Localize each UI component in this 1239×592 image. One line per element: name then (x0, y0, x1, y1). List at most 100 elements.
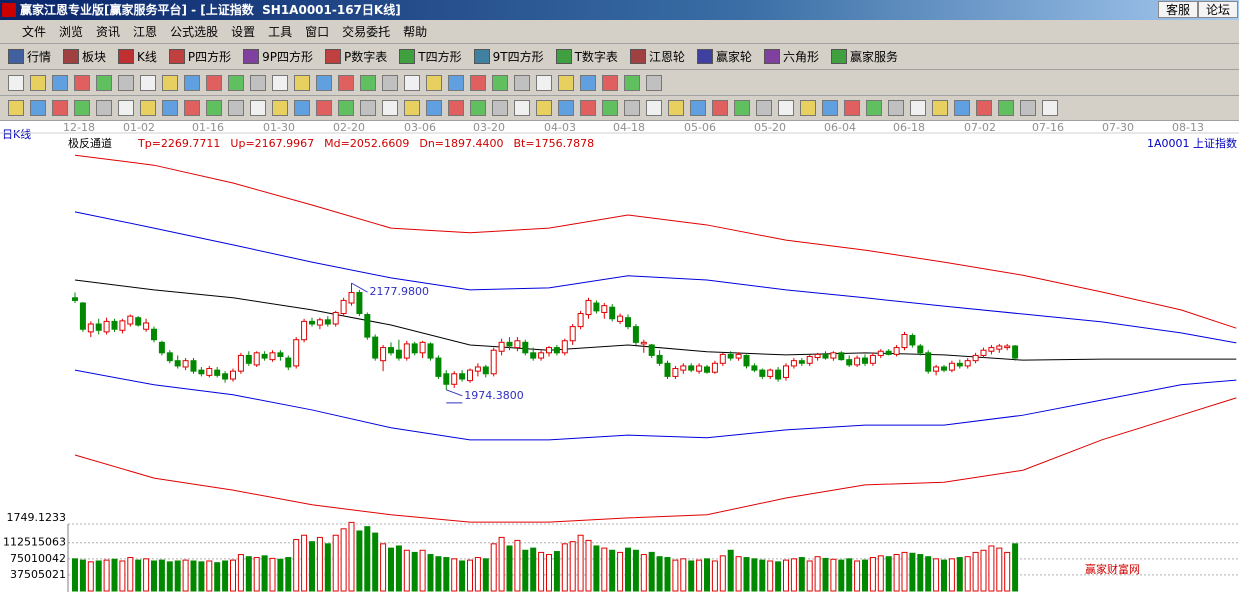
forum-button[interactable]: 论坛 (1198, 1, 1238, 18)
tool-button[interactable] (756, 100, 772, 116)
menu-item[interactable]: 资讯 (96, 25, 121, 39)
tool-button[interactable] (932, 100, 948, 116)
tool-button[interactable] (382, 100, 398, 116)
tool-button[interactable] (558, 74, 574, 91)
tool-button[interactable] (822, 100, 838, 116)
tool-button[interactable] (272, 100, 288, 116)
tool-button[interactable] (514, 74, 530, 91)
tool-button[interactable] (162, 100, 178, 116)
toolbar-button[interactable]: 板块 (63, 48, 106, 65)
tool-button[interactable] (140, 74, 156, 91)
tool-button[interactable] (888, 100, 904, 116)
tool-button[interactable] (690, 100, 706, 116)
tool-button[interactable] (140, 100, 156, 116)
tool-button[interactable] (602, 74, 618, 91)
tool-button[interactable] (646, 74, 662, 91)
tool-button[interactable] (448, 74, 464, 91)
tool-button[interactable] (52, 74, 68, 91)
tool-button[interactable] (580, 74, 596, 91)
tool-button[interactable] (206, 100, 222, 116)
tool-button[interactable] (294, 100, 310, 116)
toolbar-button[interactable]: 赢家服务 (830, 48, 898, 65)
menu-item[interactable]: 江恩 (133, 25, 158, 39)
tool-button[interactable] (536, 100, 552, 116)
toolbar-button[interactable]: T四方形 (399, 48, 462, 65)
tool-button[interactable] (184, 100, 200, 116)
menu-item[interactable]: 设置 (231, 25, 256, 39)
tool-button[interactable] (426, 74, 442, 91)
tool-button[interactable] (8, 74, 24, 91)
tool-button[interactable] (118, 100, 134, 116)
tool-button[interactable] (558, 100, 574, 116)
menu-item[interactable]: 工具 (268, 25, 293, 39)
menu-item[interactable]: 交易委托 (342, 25, 391, 39)
tool-button[interactable] (338, 100, 354, 116)
tool-button[interactable] (96, 74, 112, 91)
toolbar-button[interactable]: 江恩轮 (629, 48, 685, 65)
tool-button[interactable] (250, 74, 266, 91)
tool-button[interactable] (1020, 100, 1036, 116)
tool-button[interactable] (184, 74, 200, 91)
tool-button[interactable] (998, 100, 1014, 116)
tool-button[interactable] (316, 100, 332, 116)
toolbar-button[interactable]: 赢家轮 (696, 48, 752, 65)
tool-button[interactable] (910, 100, 926, 116)
menu-item[interactable]: 公式选股 (170, 25, 219, 39)
tool-button[interactable] (954, 100, 970, 116)
toolbar-button[interactable]: 行情 (8, 48, 51, 65)
tool-button[interactable] (206, 74, 222, 91)
tool-button[interactable] (492, 100, 508, 116)
tool-button[interactable] (162, 74, 178, 91)
tool-button[interactable] (536, 74, 552, 91)
toolbar-button[interactable]: T数字表 (555, 48, 618, 65)
tool-button[interactable] (800, 100, 816, 116)
tool-button[interactable] (74, 100, 90, 116)
tool-button[interactable] (514, 100, 530, 116)
menu-item[interactable]: 文件 (22, 25, 47, 39)
tool-button[interactable] (976, 100, 992, 116)
tool-button[interactable] (360, 74, 376, 91)
tool-button[interactable] (646, 100, 662, 116)
tool-button[interactable] (624, 74, 640, 91)
tool-button[interactable] (624, 100, 640, 116)
menu-item[interactable]: 窗口 (305, 25, 330, 39)
tool-button[interactable] (404, 100, 420, 116)
toolbar-button[interactable]: K线 (118, 48, 157, 65)
tool-button[interactable] (712, 100, 728, 116)
toolbar-button[interactable]: 9P四方形 (243, 48, 313, 65)
toolbar-button[interactable]: P四方形 (168, 48, 231, 65)
menu-item[interactable]: 浏览 (59, 25, 84, 39)
tool-button[interactable] (602, 100, 618, 116)
tool-button[interactable] (316, 74, 332, 91)
tool-button[interactable] (492, 74, 508, 91)
tool-button[interactable] (52, 100, 68, 116)
tool-button[interactable] (382, 74, 398, 91)
tool-button[interactable] (8, 100, 24, 116)
tool-button[interactable] (580, 100, 596, 116)
tool-button[interactable] (470, 100, 486, 116)
toolbar-button[interactable]: 9T四方形 (473, 48, 544, 65)
menu-item[interactable]: 帮助 (403, 25, 428, 39)
tool-button[interactable] (778, 100, 794, 116)
tool-button[interactable] (866, 100, 882, 116)
tool-button[interactable] (448, 100, 464, 116)
tool-button[interactable] (118, 74, 134, 91)
tool-button[interactable] (360, 100, 376, 116)
tool-button[interactable] (272, 74, 288, 91)
tool-button[interactable] (668, 100, 684, 116)
tool-button[interactable] (294, 74, 310, 91)
tool-button[interactable] (30, 74, 46, 91)
tool-button[interactable] (250, 100, 266, 116)
tool-button[interactable] (30, 100, 46, 116)
service-button[interactable]: 客服 (1158, 1, 1198, 18)
tool-button[interactable] (228, 100, 244, 116)
tool-button[interactable] (426, 100, 442, 116)
tool-button[interactable] (74, 74, 90, 91)
tool-button[interactable] (228, 74, 244, 91)
tool-button[interactable] (844, 100, 860, 116)
toolbar-button[interactable]: P数字表 (325, 48, 387, 65)
tool-button[interactable] (338, 74, 354, 91)
toolbar-button[interactable]: 六角形 (763, 48, 819, 65)
tool-button[interactable] (404, 74, 420, 91)
tool-button[interactable] (734, 100, 750, 116)
